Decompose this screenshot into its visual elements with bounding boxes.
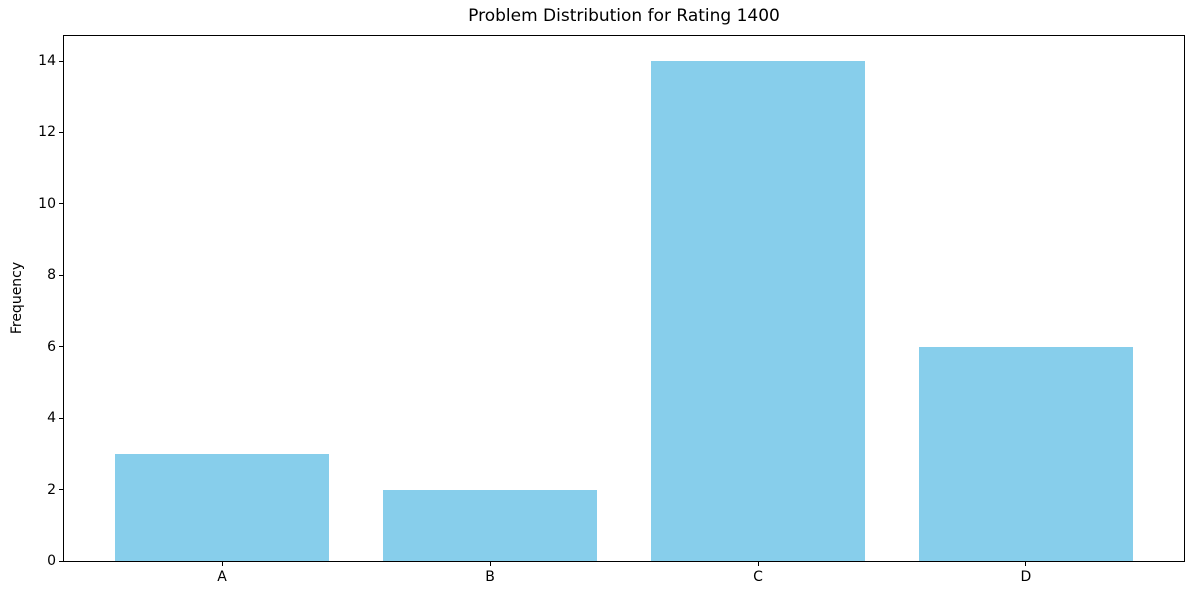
y-tick-label: 8 <box>47 267 56 284</box>
y-tick-mark <box>59 560 63 562</box>
x-tick-mark <box>489 562 491 566</box>
x-tick-label-B: B <box>485 569 495 585</box>
x-tick-label-D: D <box>1020 569 1032 585</box>
bar-B <box>382 489 598 561</box>
y-tick-label: 2 <box>47 481 56 498</box>
bar-A <box>114 453 330 561</box>
y-tick-label: 12 <box>38 124 56 141</box>
x-tick-label-A: A <box>217 569 227 585</box>
y-tick-mark <box>59 131 63 133</box>
x-tick-mark <box>221 562 223 566</box>
y-tick-mark <box>59 274 63 276</box>
y-tick-mark <box>59 346 63 348</box>
chart-title: Problem Distribution for Rating 1400 <box>468 6 780 26</box>
y-tick-mark <box>59 203 63 205</box>
bar-C <box>650 61 866 561</box>
y-tick-mark <box>59 60 63 62</box>
x-tick-label-C: C <box>753 569 763 585</box>
y-tick-mark <box>59 489 63 491</box>
y-tick-label: 10 <box>38 195 56 212</box>
y-tick-label: 6 <box>47 338 56 355</box>
plot-area <box>63 35 1185 562</box>
y-tick-label: 0 <box>47 553 56 569</box>
x-tick-mark <box>1025 562 1027 566</box>
y-tick-mark <box>59 417 63 419</box>
bar-D <box>918 346 1134 561</box>
y-tick-label: 4 <box>47 410 56 427</box>
y-tick-label: 14 <box>38 53 56 69</box>
x-tick-mark <box>757 562 759 566</box>
